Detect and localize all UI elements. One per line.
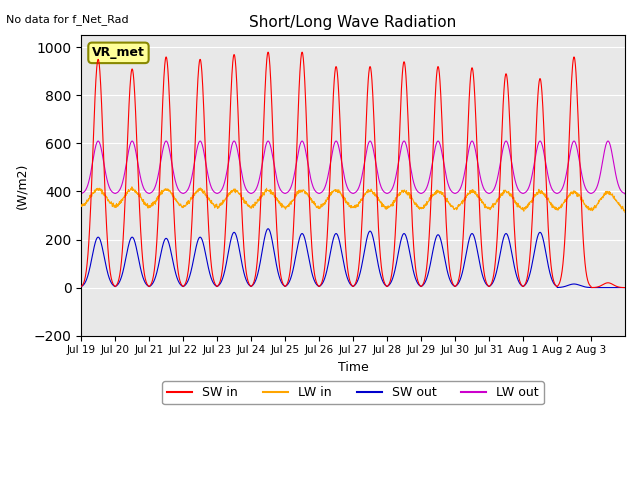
X-axis label: Time: Time [338,361,369,374]
Y-axis label: (W/m2): (W/m2) [15,162,28,209]
Legend: SW in, LW in, SW out, LW out: SW in, LW in, SW out, LW out [162,382,544,405]
Text: No data for f_Net_Rad: No data for f_Net_Rad [6,14,129,25]
Title: Short/Long Wave Radiation: Short/Long Wave Radiation [250,15,457,30]
Text: VR_met: VR_met [92,47,145,60]
